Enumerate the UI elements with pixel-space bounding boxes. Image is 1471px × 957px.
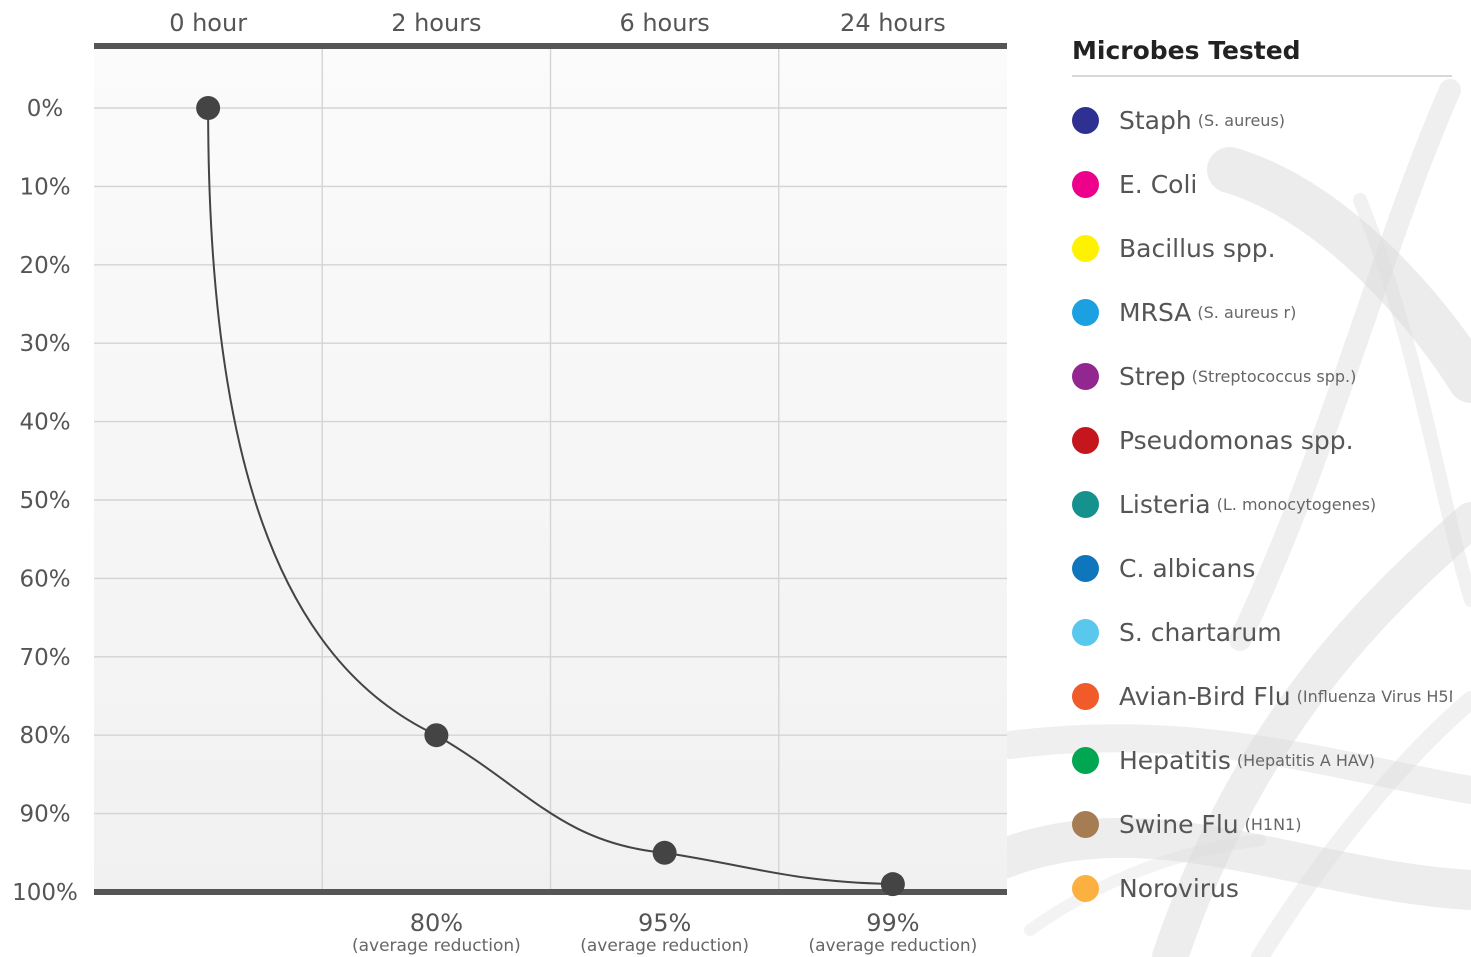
x-tick-label: 6 hours <box>619 9 709 37</box>
legend-item: MRSA (S. aureus r) <box>1072 280 1452 344</box>
legend-item: Listeria (L. monocytogenes) <box>1072 472 1452 536</box>
legend-item-name: Listeria <box>1119 489 1211 519</box>
legend-title: Microbes Tested <box>1072 36 1452 77</box>
y-tick-label: 80% <box>19 723 70 749</box>
legend-item-detail: (Influenza Virus H5N <box>1296 686 1452 706</box>
chart-axes <box>94 43 1007 895</box>
x-tick-label: 0 hour <box>169 9 247 37</box>
legend-item-name: Hepatitis <box>1119 745 1231 775</box>
legend-item-name: MRSA <box>1119 297 1192 327</box>
reduction-series <box>207 107 893 886</box>
legend-item: Staph (S. aureus) <box>1072 88 1452 152</box>
y-tick-label: 100% <box>12 880 78 906</box>
data-point-6-hours <box>652 840 677 865</box>
x-tick-label: 24 hours <box>840 9 946 37</box>
legend-dot <box>1072 618 1099 646</box>
legend-dot <box>1072 746 1099 774</box>
data-label-value: 95% <box>638 909 691 937</box>
data-label-value: 80% <box>410 909 463 937</box>
legend-item-name: Staph <box>1119 105 1192 135</box>
y-tick-label: 30% <box>19 331 70 357</box>
x-axis-ticks: 0 hour 2 hours 6 hours 24 hours <box>169 9 946 37</box>
legend-dot <box>1072 426 1099 454</box>
legend-item-name: Swine Flu <box>1119 809 1239 839</box>
legend-item-name: S. chartarum <box>1119 617 1282 647</box>
y-tick-label: 70% <box>19 645 70 671</box>
legend-item-name: Avian-Bird Flu <box>1119 681 1291 711</box>
legend-item-detail: (L. monocytogenes) <box>1216 494 1377 514</box>
legend-items: Staph (S. aureus) E. Coli Bacillus spp. MRSA… <box>1072 88 1452 920</box>
legend-item: Swine Flu (H1N1) <box>1072 792 1452 856</box>
y-tick-label: 90% <box>19 802 70 828</box>
legend-item-name: Norovirus <box>1119 873 1239 903</box>
y-tick-label: 50% <box>19 488 70 514</box>
legend-item: Avian-Bird Flu (Influenza Virus H5N <box>1072 664 1452 728</box>
data-point-2-hours <box>424 723 449 748</box>
legend-item-detail: (Streptococcus spp.) <box>1191 366 1357 386</box>
data-point-0-hour <box>196 96 221 120</box>
legend-item: Bacillus spp. <box>1072 216 1452 280</box>
legend-item: E. Coli <box>1072 152 1452 216</box>
legend-item: Hepatitis (Hepatitis A HAV) <box>1072 728 1452 792</box>
y-tick-label: 40% <box>19 410 70 436</box>
legend-item-detail: (H1N1) <box>1244 814 1302 834</box>
legend-item-detail: (S. aureus r) <box>1197 302 1297 322</box>
data-label-note: (average reduction) <box>808 936 977 956</box>
legend-dot <box>1072 490 1099 518</box>
legend-dot <box>1072 298 1099 326</box>
chart-grid <box>94 46 1007 892</box>
series-line <box>207 107 893 886</box>
legend-item: Pseudomonas spp. <box>1072 408 1452 472</box>
y-tick-label: 20% <box>19 253 70 279</box>
legend-item-name: E. Coli <box>1119 169 1198 199</box>
data-label-value: 99% <box>866 909 919 937</box>
legend-dot <box>1072 234 1099 262</box>
data-point-24-hours <box>880 872 905 897</box>
legend-dot <box>1072 874 1099 902</box>
legend-item-name: Bacillus spp. <box>1119 233 1276 263</box>
y-tick-label: 10% <box>19 174 70 200</box>
y-tick-label: 0% <box>27 96 64 122</box>
data-labels: 80%(average reduction)95%(average reduct… <box>352 909 977 956</box>
legend-dot <box>1072 362 1099 390</box>
legend-item-detail: (S. aureus) <box>1197 110 1286 130</box>
legend-dot <box>1072 170 1099 198</box>
legend-dot <box>1072 106 1099 134</box>
x-tick-label: 2 hours <box>391 9 481 37</box>
legend-dot <box>1072 554 1099 582</box>
data-label-note: (average reduction) <box>580 936 749 956</box>
legend-item-name: C. albicans <box>1119 553 1256 583</box>
y-tick-label: 60% <box>19 566 70 592</box>
legend-dot <box>1072 810 1099 838</box>
legend-item: S. chartarum <box>1072 600 1452 664</box>
legend-item-detail: (Hepatitis A HAV) <box>1236 750 1375 770</box>
legend-item: Strep (Streptococcus spp.) <box>1072 344 1452 408</box>
legend: Microbes Tested Staph (S. aureus) E. Coli B… <box>1072 36 1452 920</box>
y-axis-ticks: 0% 10% 20% 30% 40% 50% 60% 70% 80% 90% 100% <box>12 96 78 906</box>
legend-item: Norovirus <box>1072 856 1452 920</box>
legend-item-name: Pseudomonas spp. <box>1119 425 1354 455</box>
legend-item-name: Strep <box>1119 361 1186 391</box>
legend-item: C. albicans <box>1072 536 1452 600</box>
data-markers <box>196 96 905 897</box>
legend-dot <box>1072 682 1099 710</box>
data-label-note: (average reduction) <box>352 936 521 956</box>
